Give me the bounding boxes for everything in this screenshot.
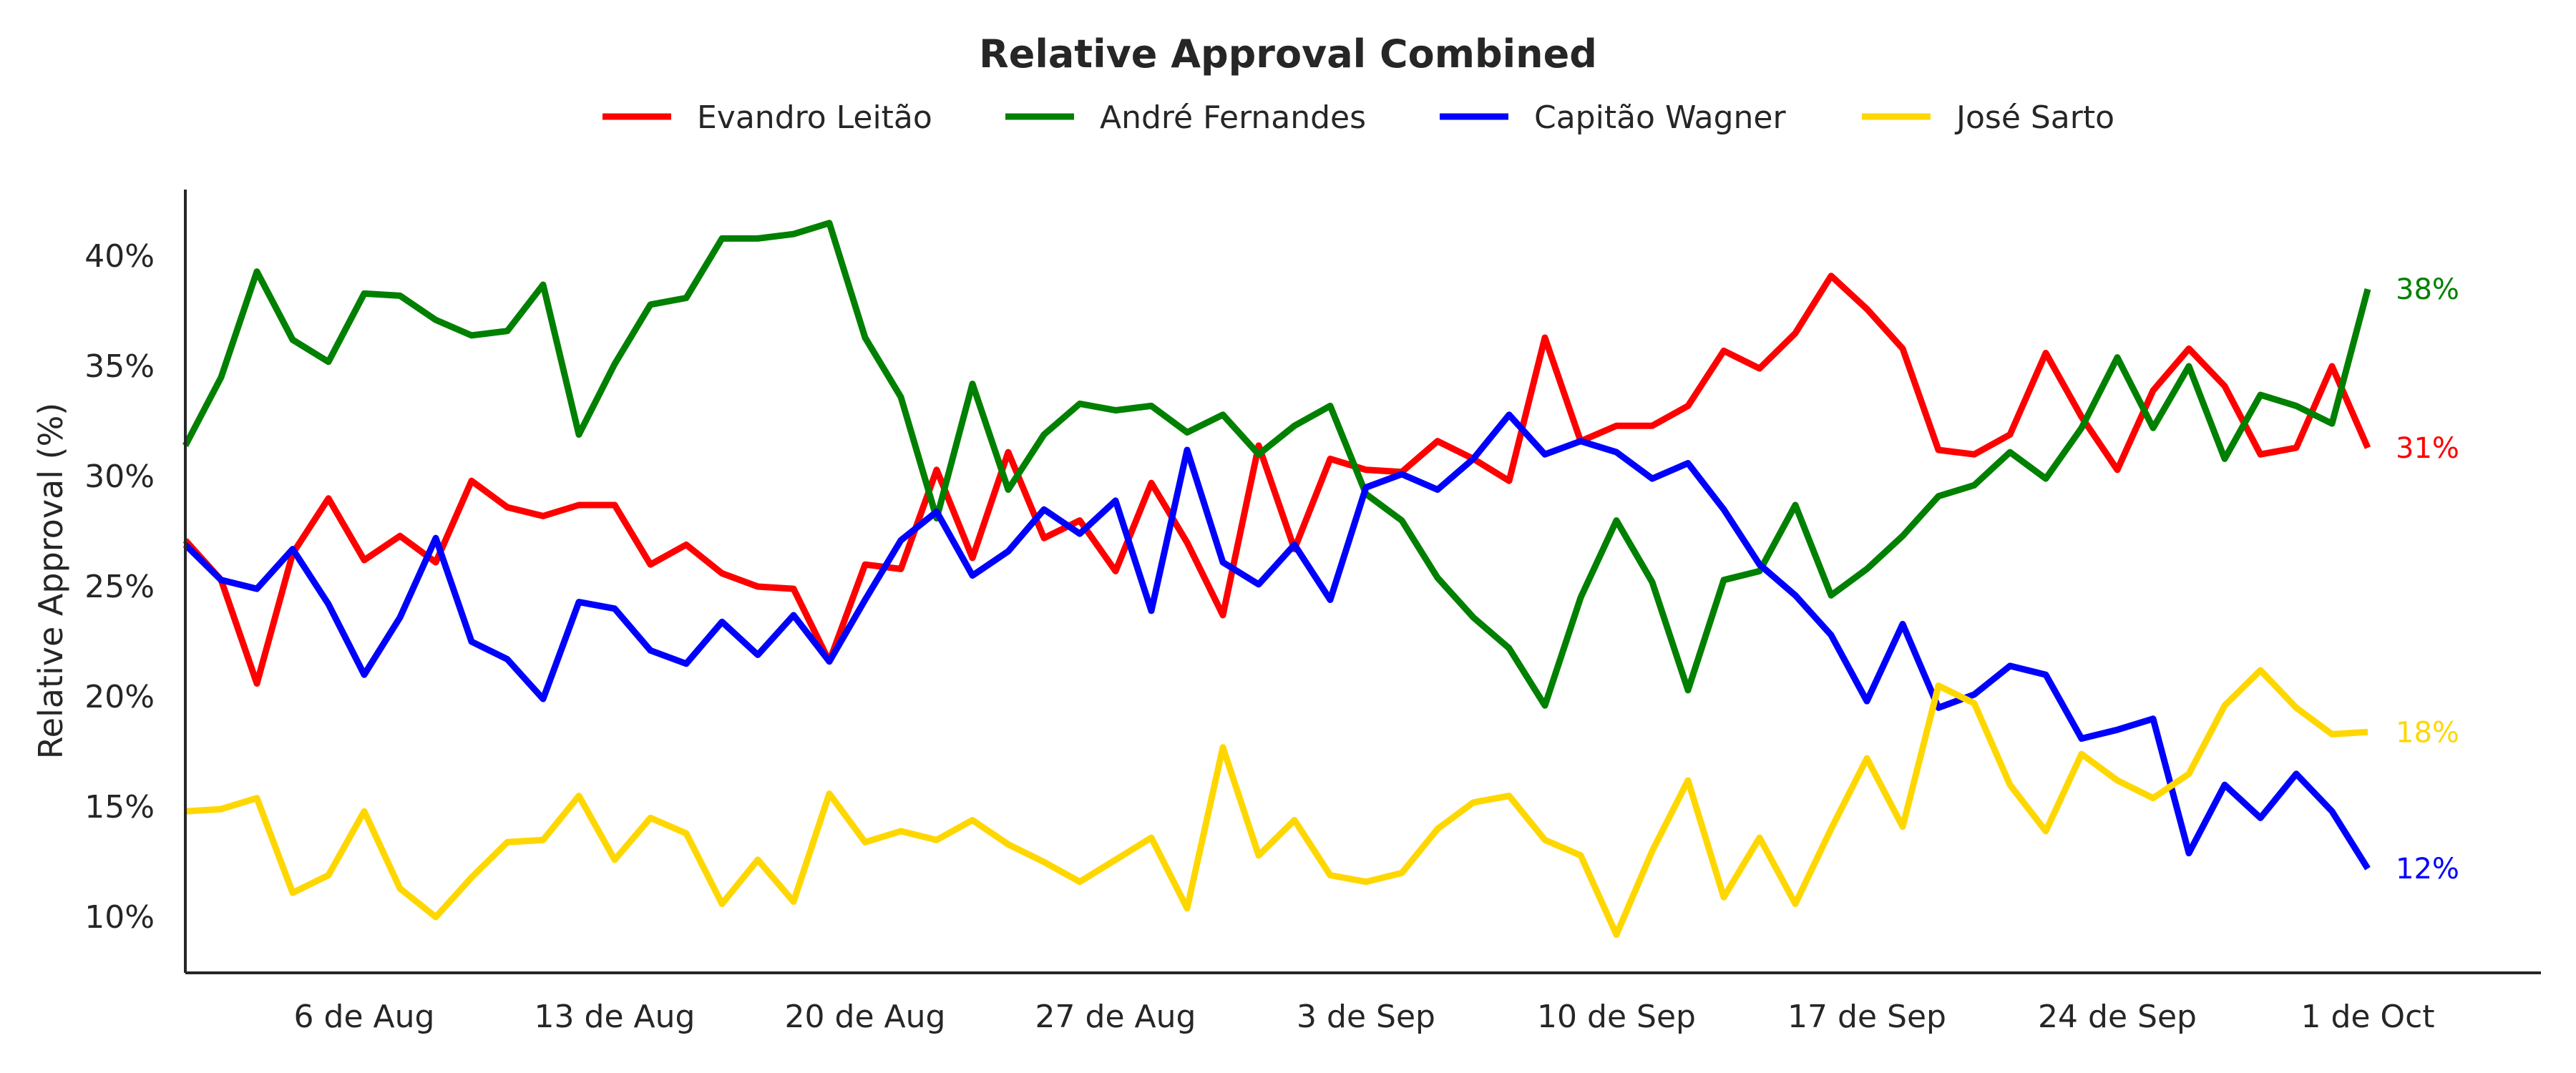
y-tick-label: 20% <box>84 679 155 715</box>
chart-title: Relative Approval Combined <box>979 31 1597 77</box>
end-label-evandro-leitao: 31% <box>2396 432 2459 465</box>
y-axis-label: Relative Approval (%) <box>31 403 70 759</box>
y-tick-label: 40% <box>84 238 155 275</box>
legend-label: José Sarto <box>1954 99 2114 136</box>
x-tick-label: 1 de Oct <box>2301 999 2434 1035</box>
legend-label: Evandro Leitão <box>697 99 932 136</box>
legend-item-evandro-leitao: Evandro Leitão <box>602 99 932 136</box>
legend-item-capitao-wagner: Capitão Wagner <box>1440 99 1787 136</box>
x-tick-label: 10 de Sep <box>1537 999 1696 1035</box>
end-labels: 31% 38% 12% 18% <box>2396 273 2459 886</box>
x-tick-label: 13 de Aug <box>535 999 696 1035</box>
y-tick-label: 15% <box>84 789 155 825</box>
x-tick-label: 20 de Aug <box>785 999 946 1035</box>
legend-item-jose-sarto: José Sarto <box>1862 99 2114 136</box>
series-line-andre-fernandes <box>182 220 2371 709</box>
y-tick-label: 35% <box>84 348 155 385</box>
y-tick-labels: 10% 15% 20% 25% 30% 35% 40% <box>84 238 155 936</box>
end-label-andre-fernandes: 38% <box>2396 273 2459 306</box>
x-tick-label: 17 de Sep <box>1787 999 1946 1035</box>
x-tick-label: 27 de Aug <box>1035 999 1196 1035</box>
x-tick-label: 24 de Sep <box>2038 999 2197 1035</box>
series-line-capitao-wagner <box>182 411 2371 871</box>
y-tick-label: 10% <box>84 899 155 936</box>
axes <box>184 190 2541 974</box>
legend-label: Capitão Wagner <box>1534 99 1787 136</box>
end-label-capitao-wagner: 12% <box>2396 853 2459 886</box>
series-line-jose-sarto <box>185 667 2368 939</box>
series-layer <box>182 220 2371 939</box>
y-tick-label: 25% <box>84 569 155 605</box>
y-tick-label: 30% <box>84 459 155 495</box>
end-label-jose-sarto: 18% <box>2396 716 2459 749</box>
x-tick-label: 3 de Sep <box>1297 999 1435 1035</box>
legend: Evandro Leitão André Fernandes Capitão Wag… <box>602 99 2114 136</box>
legend-label: André Fernandes <box>1100 99 1366 136</box>
legend-item-andre-fernandes: André Fernandes <box>1005 99 1366 136</box>
x-tick-label: 6 de Aug <box>294 999 435 1035</box>
x-tick-labels: 6 de Aug 13 de Aug 20 de Aug 27 de Aug 3 de … <box>294 999 2435 1035</box>
series-line-evandro-leitao <box>182 273 2371 687</box>
